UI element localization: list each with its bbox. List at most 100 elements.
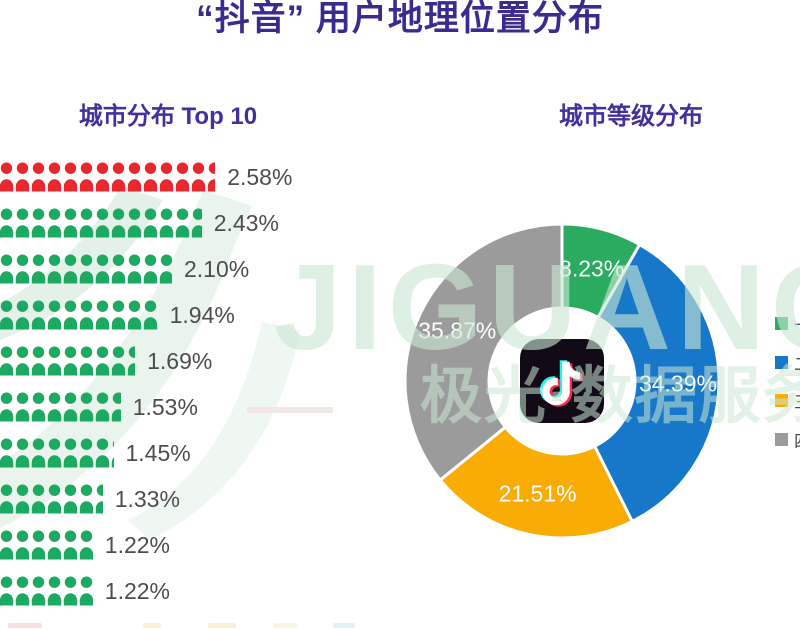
- person-icon: [31, 162, 46, 192]
- person-icon: [191, 162, 206, 192]
- pictogram-bar: [0, 438, 114, 468]
- person-icon: [47, 346, 62, 376]
- legend-swatch: [775, 394, 788, 407]
- person-icon: [31, 254, 46, 284]
- legend-item: 二: [775, 350, 800, 374]
- cropped-fringe-blob: [8, 623, 42, 628]
- legend-label: 三: [794, 388, 800, 413]
- pictogram-value-label: 2.43%: [213, 210, 279, 236]
- pictogram-value-label: 1.22%: [104, 578, 171, 604]
- cropped-fringe-blob: [143, 623, 161, 628]
- pictogram-bar: [0, 254, 172, 284]
- person-icon: [127, 208, 142, 238]
- person-icon: [31, 392, 46, 422]
- donut-segment: [593, 243, 721, 523]
- legend-item: 一: [775, 311, 800, 335]
- person-icon: [111, 208, 126, 238]
- person-icon: [31, 576, 46, 606]
- person-icon: [95, 346, 110, 376]
- pictogram-row: 2.10%: [0, 254, 400, 284]
- person-icon: [159, 162, 174, 192]
- cropped-fringe-blob: [208, 623, 236, 628]
- person-icon: [31, 346, 46, 376]
- person-icon: [47, 576, 62, 606]
- cropped-fringe-blob: [333, 623, 355, 628]
- person-icon: [31, 300, 46, 330]
- person-icon: [79, 576, 93, 606]
- pictogram-bar: [0, 484, 103, 514]
- pictogram-row: 1.22%: [0, 576, 400, 606]
- pictogram-value-label: 1.94%: [169, 302, 235, 328]
- person-icon: [111, 254, 126, 284]
- person-icon: [143, 208, 158, 238]
- person-icon: [111, 162, 126, 192]
- donut-segment-label: 8.23%: [559, 255, 625, 282]
- pictogram-bar: [0, 576, 93, 606]
- right-chart-title: 城市等级分布: [559, 103, 703, 130]
- person-icon: [47, 254, 62, 284]
- person-icon: [79, 300, 94, 330]
- person-icon: [95, 162, 110, 192]
- pictogram-bar: [0, 162, 216, 192]
- person-icon: [95, 392, 110, 422]
- person-icon: [159, 208, 174, 238]
- person-icon: [47, 162, 62, 192]
- pictogram-row: 1.22%: [0, 530, 400, 560]
- person-icon: [79, 254, 94, 284]
- person-icon: [0, 438, 14, 468]
- person-icon: [31, 484, 46, 514]
- person-icon: [79, 392, 94, 422]
- person-icon: [15, 484, 30, 514]
- legend-item: 四: [775, 427, 800, 451]
- douyin-note-icon: [520, 339, 604, 423]
- pictogram-row: 2.58%: [0, 162, 400, 192]
- legend-swatch: [775, 355, 788, 369]
- person-icon: [47, 300, 62, 330]
- person-icon: [0, 162, 14, 192]
- pictogram-bar: [0, 208, 202, 238]
- person-icon: [111, 392, 121, 422]
- person-icon: [0, 254, 14, 284]
- person-icon: [95, 208, 110, 238]
- person-icon: [63, 300, 78, 330]
- person-icon: [0, 208, 14, 238]
- pictogram-row: 1.53%: [0, 392, 400, 422]
- person-icon: [127, 162, 142, 192]
- person-icon: [0, 300, 14, 330]
- pictogram-value-label: 2.10%: [184, 256, 250, 282]
- pictogram-value-label: 1.69%: [147, 348, 213, 374]
- person-icon: [15, 300, 30, 330]
- person-icon: [79, 438, 94, 468]
- person-icon: [79, 346, 94, 376]
- donut-segment-label: 35.87%: [418, 317, 497, 344]
- person-icon: [47, 484, 62, 514]
- person-icon: [175, 162, 190, 192]
- person-icon: [15, 254, 30, 284]
- legend-swatch: [775, 432, 788, 446]
- person-icon: [0, 392, 14, 422]
- person-icon: [191, 208, 202, 238]
- pictogram-row: 1.69%: [0, 346, 400, 376]
- person-icon: [15, 576, 30, 606]
- person-icon: [47, 530, 62, 560]
- person-icon: [31, 208, 46, 238]
- pictogram-row: 2.43%: [0, 208, 400, 238]
- person-icon: [111, 300, 126, 330]
- person-icon: [143, 254, 158, 284]
- legend-label: 二: [794, 350, 800, 375]
- pictogram-row: 1.33%: [0, 484, 400, 514]
- person-icon: [175, 208, 190, 238]
- cropped-fringe-blob: [273, 623, 297, 628]
- donut-segment-label: 21.51%: [498, 480, 577, 507]
- person-icon: [15, 208, 30, 238]
- person-icon: [79, 530, 93, 560]
- legend-item: 三: [775, 388, 800, 412]
- person-icon: [63, 162, 78, 192]
- person-icon: [15, 530, 30, 560]
- legend-label: 一: [794, 311, 800, 336]
- person-icon: [63, 576, 78, 606]
- person-icon: [63, 254, 78, 284]
- douyin-logo: [520, 339, 604, 423]
- person-icon: [47, 208, 62, 238]
